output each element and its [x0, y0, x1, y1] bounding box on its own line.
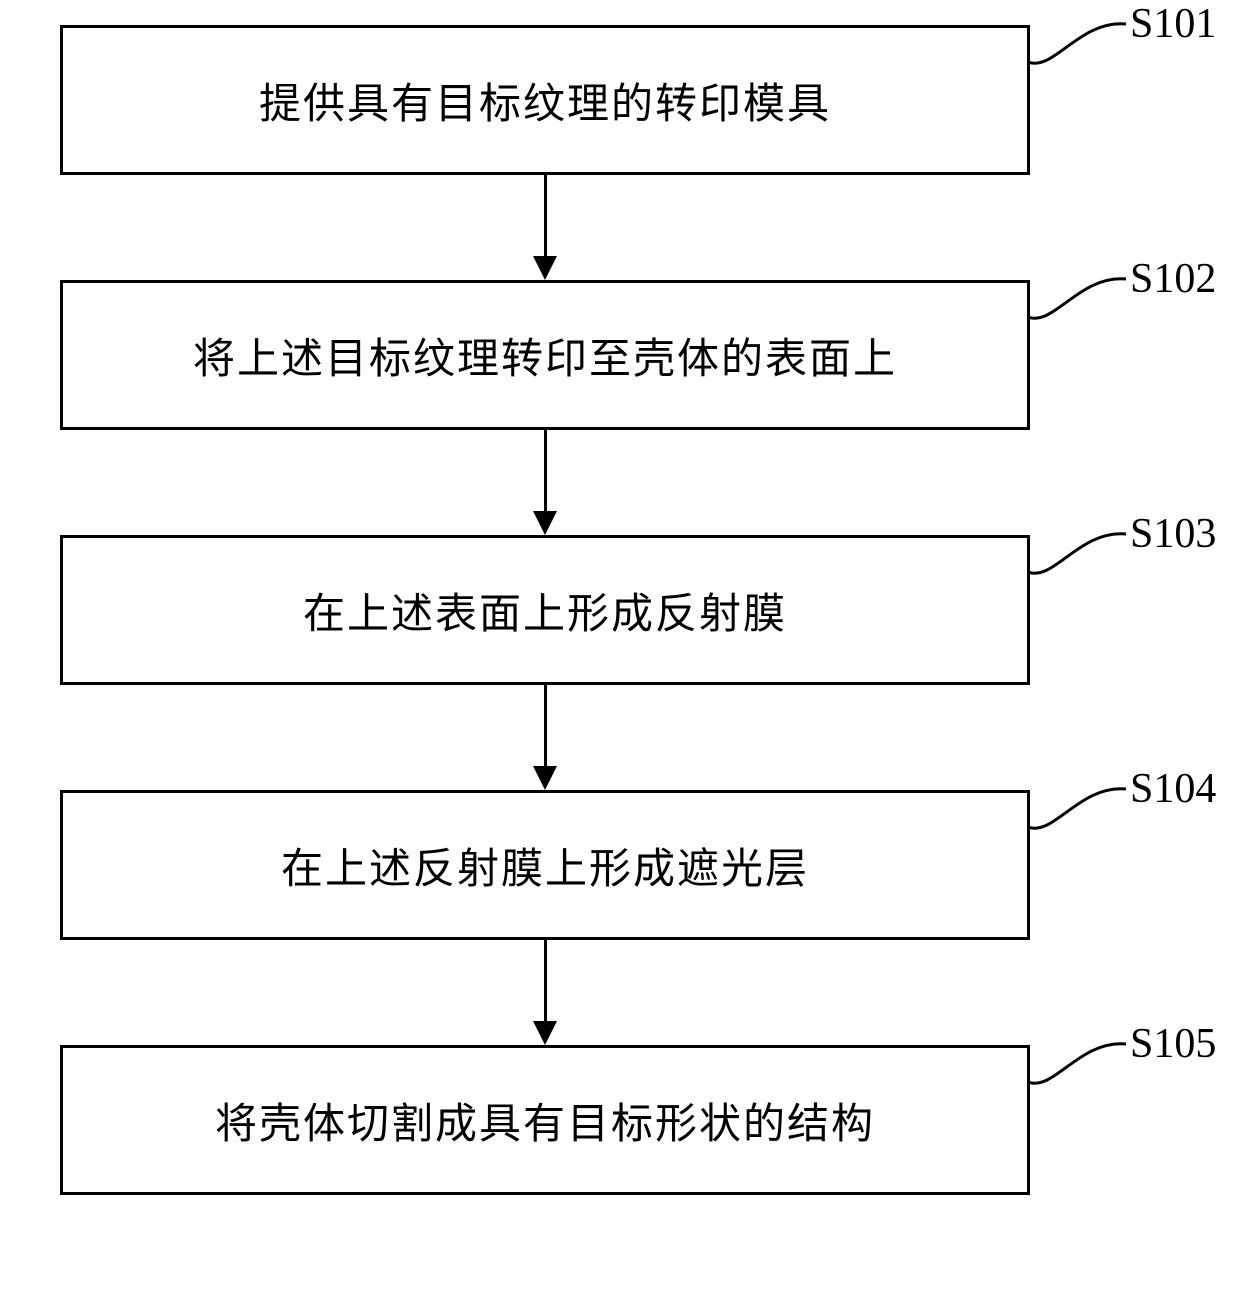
step-label-s105: S105: [1130, 1020, 1216, 1068]
step-label-s101: S101: [1130, 0, 1216, 48]
step-label-s102: S102: [1130, 255, 1216, 303]
arrow-line-1: [544, 175, 547, 256]
arrow-head-3: [533, 766, 557, 790]
step-box-s104: 在上述反射膜上形成遮光层: [60, 790, 1030, 940]
step-text-s104: 在上述反射膜上形成遮光层: [281, 835, 809, 896]
arrow-head-4: [533, 1021, 557, 1045]
flowchart-canvas: 提供具有目标纹理的转印模具 S101 将上述目标纹理转印至壳体的表面上 S102…: [0, 0, 1240, 1310]
arrow-head-1: [533, 256, 557, 280]
step-label-s103: S103: [1130, 510, 1216, 558]
connector-curve-s105: [1024, 1032, 1134, 1092]
connector-curve-s103: [1024, 522, 1134, 582]
step-box-s103: 在上述表面上形成反射膜: [60, 535, 1030, 685]
step-label-s104: S104: [1130, 765, 1216, 813]
step-text-s101: 提供具有目标纹理的转印模具: [259, 70, 831, 131]
arrow-head-2: [533, 511, 557, 535]
step-box-s102: 将上述目标纹理转印至壳体的表面上: [60, 280, 1030, 430]
step-box-s105: 将壳体切割成具有目标形状的结构: [60, 1045, 1030, 1195]
arrow-line-4: [544, 940, 547, 1021]
step-text-s102: 将上述目标纹理转印至壳体的表面上: [193, 325, 897, 386]
step-text-s105: 将壳体切割成具有目标形状的结构: [215, 1090, 875, 1151]
arrow-line-3: [544, 685, 547, 766]
connector-curve-s102: [1024, 267, 1134, 327]
arrow-line-2: [544, 430, 547, 511]
connector-curve-s104: [1024, 777, 1134, 837]
step-text-s103: 在上述表面上形成反射膜: [303, 580, 787, 641]
connector-curve-s101: [1024, 12, 1134, 72]
step-box-s101: 提供具有目标纹理的转印模具: [60, 25, 1030, 175]
